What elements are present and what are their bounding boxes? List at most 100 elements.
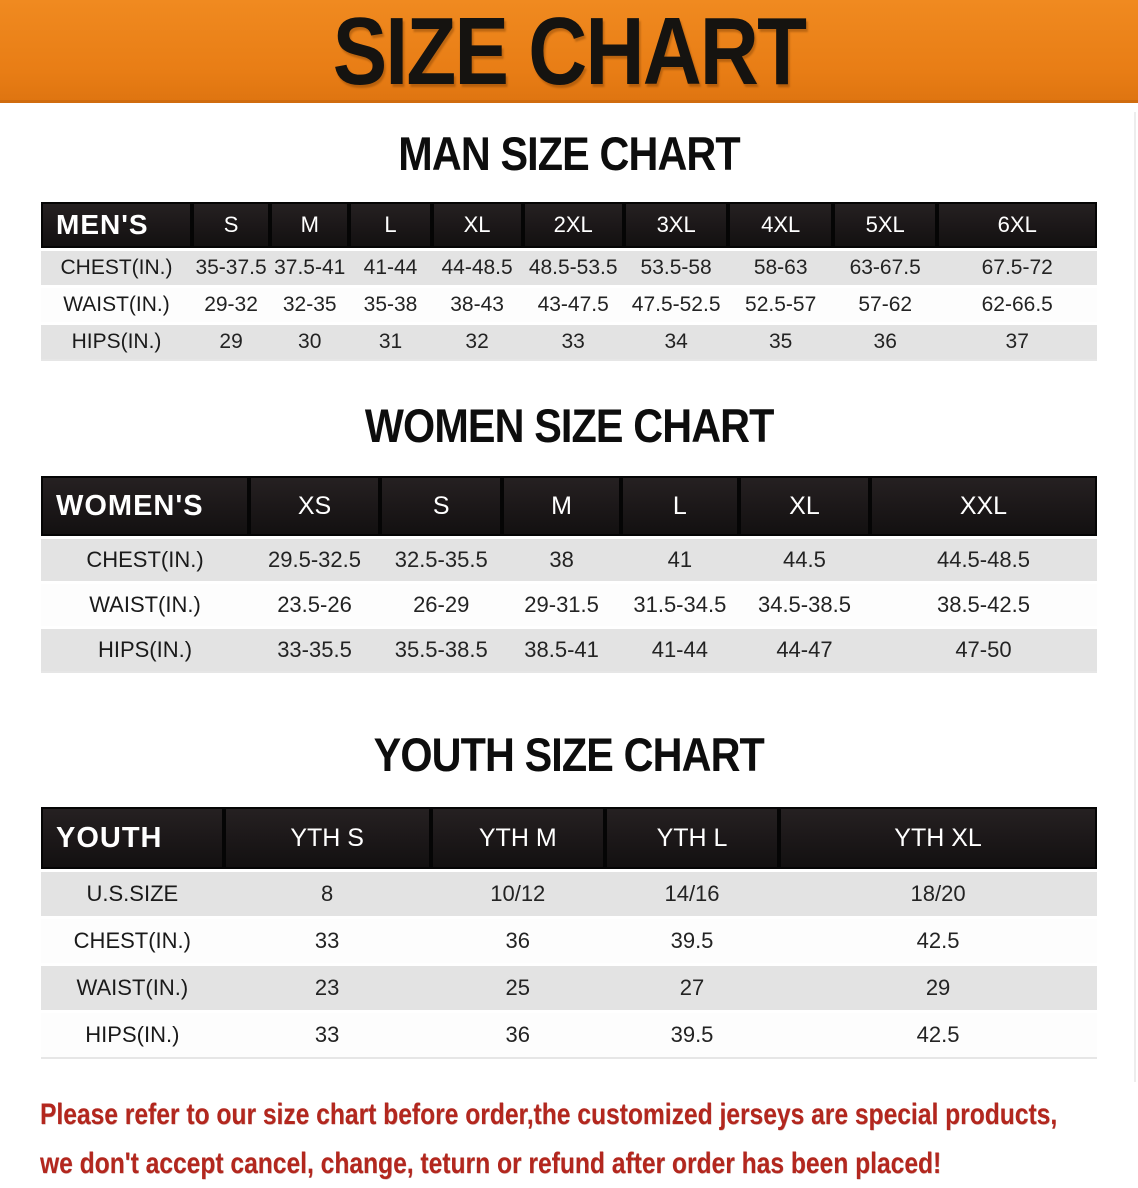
measurement-value: 44.5-48.5 bbox=[869, 537, 1097, 583]
size-header-row: WOMEN'S XS S M L XL XXL bbox=[41, 476, 1097, 538]
measurement-value: 35.5-38.5 bbox=[379, 627, 503, 672]
measurement-value: 58-63 bbox=[728, 249, 833, 287]
measurement-label: CHEST(IN.) bbox=[41, 537, 250, 583]
measurement-value: 38.5-42.5 bbox=[869, 582, 1097, 628]
image-right-border bbox=[1134, 112, 1136, 1082]
measurement-value: 48.5-53.5 bbox=[522, 249, 624, 287]
size-column-header: L bbox=[349, 202, 432, 250]
measurement-label: WAIST(IN.) bbox=[41, 964, 224, 1012]
measurement-value: 63-67.5 bbox=[832, 249, 938, 287]
measurement-label: HIPS(IN.) bbox=[41, 627, 250, 672]
women-size-table: WOMEN'S XS S M L XL XXL CHEST(IN.) 29.5-32.5 32.5… bbox=[41, 476, 1097, 673]
measurement-label: WAIST(IN.) bbox=[41, 582, 250, 628]
measurement-value: 29-31.5 bbox=[502, 582, 621, 628]
measurement-value: 23 bbox=[223, 964, 431, 1012]
measurement-label: WAIST(IN.) bbox=[41, 286, 192, 324]
men-chart-heading: MAN SIZE CHART bbox=[0, 130, 1138, 177]
measurement-value: 42.5 bbox=[779, 917, 1097, 965]
measurement-value: 36 bbox=[430, 917, 605, 965]
measurement-row: WAIST(IN.) 29-32 32-35 35-38 38-43 43-47.5 47.… bbox=[41, 286, 1097, 324]
women-size-section: WOMEN SIZE CHART WOMEN'S XS S M L XL XXL CHEST(… bbox=[0, 402, 1138, 673]
size-column-header: S bbox=[379, 476, 503, 538]
measurement-value: 25 bbox=[430, 964, 605, 1012]
measurement-value: 47-50 bbox=[869, 627, 1097, 672]
size-column-header: M bbox=[270, 202, 350, 250]
measurement-value: 32 bbox=[431, 323, 523, 360]
measurement-value: 35-38 bbox=[349, 286, 432, 324]
table-group-label: YOUTH bbox=[41, 807, 224, 871]
measurement-value: 30 bbox=[270, 323, 350, 360]
measurement-label: HIPS(IN.) bbox=[41, 1011, 224, 1058]
measurement-value: 41-44 bbox=[349, 249, 432, 287]
measurement-row: CHEST(IN.) 35-37.5 37.5-41 41-44 44-48.5 48.5… bbox=[41, 249, 1097, 287]
size-column-header: YTH S bbox=[223, 807, 431, 871]
size-column-header: 6XL bbox=[937, 202, 1097, 250]
measurement-value: 38-43 bbox=[431, 286, 523, 324]
size-column-header: S bbox=[192, 202, 271, 250]
measurement-row: HIPS(IN.) 33-35.5 35.5-38.5 38.5-41 41-44 44-… bbox=[41, 627, 1097, 672]
size-header-row: MEN'S S M L XL 2XL 3XL 4XL 5XL 6XL bbox=[41, 202, 1097, 250]
size-column-header: YTH XL bbox=[779, 807, 1097, 871]
measurement-value: 33 bbox=[223, 917, 431, 965]
measurement-value: 33-35.5 bbox=[249, 627, 380, 672]
size-column-header: L bbox=[620, 476, 739, 538]
measurement-value: 39.5 bbox=[604, 1011, 780, 1058]
youth-size-section: YOUTH SIZE CHART YOUTH YTH S YTH M YTH L YTH… bbox=[0, 731, 1138, 1059]
table-group-label: MEN'S bbox=[41, 202, 192, 250]
men-size-table: MEN'S S M L XL 2XL 3XL 4XL 5XL 6XL CHEST(IN.) 35-37… bbox=[41, 202, 1097, 361]
youth-chart-heading-text: YOUTH SIZE CHART bbox=[373, 728, 765, 781]
table-group-label: WOMEN'S bbox=[41, 476, 250, 538]
size-column-header: M bbox=[502, 476, 621, 538]
measurement-value: 34 bbox=[623, 323, 729, 360]
measurement-value: 33 bbox=[223, 1011, 431, 1058]
measurement-label: U.S.SIZE bbox=[41, 870, 224, 918]
measurement-value: 8 bbox=[223, 870, 431, 918]
measurement-value: 37.5-41 bbox=[270, 249, 350, 287]
measurement-label: HIPS(IN.) bbox=[41, 323, 192, 360]
measurement-value: 43-47.5 bbox=[522, 286, 624, 324]
size-column-header: YTH M bbox=[430, 807, 605, 871]
measurement-row: CHEST(IN.) 33 36 39.5 42.5 bbox=[41, 917, 1097, 965]
measurement-value: 44-47 bbox=[738, 627, 870, 672]
measurement-value: 34.5-38.5 bbox=[738, 582, 870, 628]
disclaimer-line-2: we don't accept cancel, change, teturn o… bbox=[40, 1147, 942, 1180]
measurement-value: 35-37.5 bbox=[192, 249, 271, 287]
measurement-label: CHEST(IN.) bbox=[41, 917, 224, 965]
measurement-value: 33 bbox=[522, 323, 624, 360]
measurement-value: 31.5-34.5 bbox=[620, 582, 739, 628]
size-column-header: 5XL bbox=[832, 202, 938, 250]
measurement-row: U.S.SIZE 8 10/12 14/16 18/20 bbox=[41, 870, 1097, 918]
size-column-header: XS bbox=[249, 476, 380, 538]
measurement-value: 57-62 bbox=[832, 286, 938, 324]
size-column-header: 2XL bbox=[522, 202, 624, 250]
measurement-value: 35 bbox=[728, 323, 833, 360]
size-column-header: XL bbox=[738, 476, 870, 538]
women-chart-heading-text: WOMEN SIZE CHART bbox=[364, 399, 775, 452]
measurement-value: 38.5-41 bbox=[502, 627, 621, 672]
banner-title: SIZE CHART bbox=[332, 0, 807, 105]
men-chart-heading-text: MAN SIZE CHART bbox=[398, 127, 740, 180]
measurement-value: 32.5-35.5 bbox=[379, 537, 503, 583]
measurement-value: 31 bbox=[349, 323, 432, 360]
measurement-value: 14/16 bbox=[604, 870, 780, 918]
measurement-row: HIPS(IN.) 33 36 39.5 42.5 bbox=[41, 1011, 1097, 1058]
measurement-value: 23.5-26 bbox=[249, 582, 380, 628]
women-chart-heading: WOMEN SIZE CHART bbox=[0, 402, 1138, 449]
size-column-header: 4XL bbox=[728, 202, 833, 250]
measurement-value: 32-35 bbox=[270, 286, 350, 324]
youth-size-table: YOUTH YTH S YTH M YTH L YTH XL U.S.SIZE 8 10/12… bbox=[41, 807, 1097, 1059]
measurement-value: 42.5 bbox=[779, 1011, 1097, 1058]
measurement-value: 18/20 bbox=[779, 870, 1097, 918]
measurement-value: 44-48.5 bbox=[431, 249, 523, 287]
measurement-row: HIPS(IN.) 29 30 31 32 33 34 35 36 37 bbox=[41, 323, 1097, 360]
measurement-value: 47.5-52.5 bbox=[623, 286, 729, 324]
measurement-value: 39.5 bbox=[604, 917, 780, 965]
measurement-value: 67.5-72 bbox=[937, 249, 1097, 287]
measurement-value: 37 bbox=[937, 323, 1097, 360]
size-header-row: YOUTH YTH S YTH M YTH L YTH XL bbox=[41, 807, 1097, 871]
men-size-section: MAN SIZE CHART MEN'S S M L XL 2XL 3XL 4XL 5XL 6XL… bbox=[0, 130, 1138, 361]
size-chart-banner: SIZE CHART bbox=[0, 0, 1138, 103]
measurement-value: 62-66.5 bbox=[937, 286, 1097, 324]
measurement-value: 29 bbox=[192, 323, 271, 360]
measurement-row: WAIST(IN.) 23.5-26 26-29 29-31.5 31.5-34.5 34… bbox=[41, 582, 1097, 628]
